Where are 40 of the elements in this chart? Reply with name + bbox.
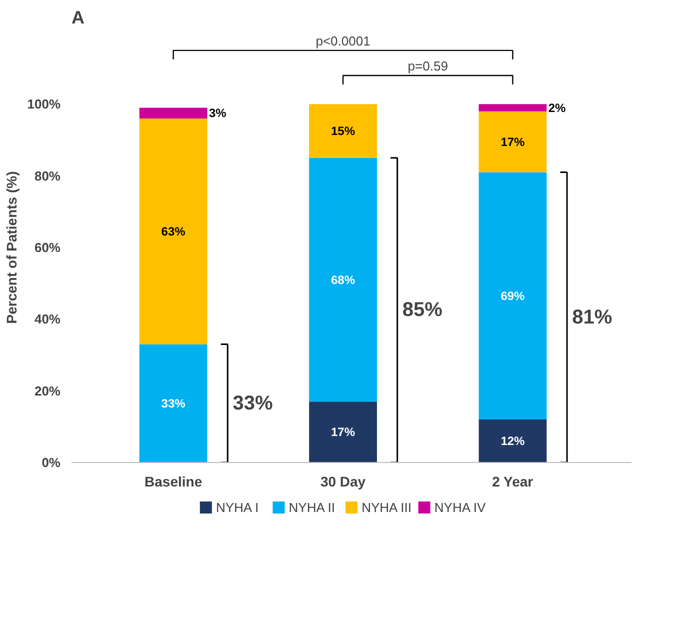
annotation: 81% [572, 306, 612, 328]
bar [309, 104, 377, 158]
data-label: 63% [161, 224, 186, 238]
bar [139, 118, 208, 344]
data-label: 12% [500, 434, 526, 448]
y-axis-title: Percent of Patients (%) [3, 171, 20, 324]
data-label: 3% [208, 106, 227, 120]
data-label: 2% [548, 100, 566, 115]
bar [478, 420, 547, 462]
data-label: 17% [331, 425, 356, 440]
bar [139, 344, 208, 462]
bar [478, 104, 547, 112]
y-tick-label: 80% [34, 168, 61, 184]
bar [478, 111, 547, 172]
y-tick-label: 20% [34, 383, 61, 398]
y-tick-label: 40% [34, 312, 61, 327]
bar [478, 172, 547, 420]
data-label: 68% [331, 272, 356, 287]
x-tick-label: 30 Day [320, 474, 366, 490]
data-label: 69% [500, 288, 526, 303]
y-tick-label: 100% [27, 96, 61, 112]
x-tick-label: Baseline [144, 474, 202, 490]
bar [139, 108, 208, 118]
annotation: 33% [232, 392, 273, 414]
data-label: 33% [161, 396, 186, 410]
y-tick-label: 60% [34, 240, 61, 255]
data-label: 15% [331, 124, 356, 138]
text: p<0.0001 [316, 34, 370, 49]
legend-label: NYHA III [362, 500, 412, 515]
x-tick-label: 2 Year [492, 474, 534, 490]
legend-label: NYHA II [288, 500, 336, 515]
bar [309, 402, 377, 462]
y-tick-label: 0% [42, 455, 61, 470]
bar [309, 158, 377, 402]
text: p=0.59 [408, 58, 448, 74]
data-label: 17% [500, 134, 526, 149]
annotation: 85% [402, 299, 443, 322]
chart-title: A [72, 8, 84, 28]
legend-label: NYHA IV [434, 500, 486, 515]
legend-label: NYHA I [216, 500, 259, 515]
